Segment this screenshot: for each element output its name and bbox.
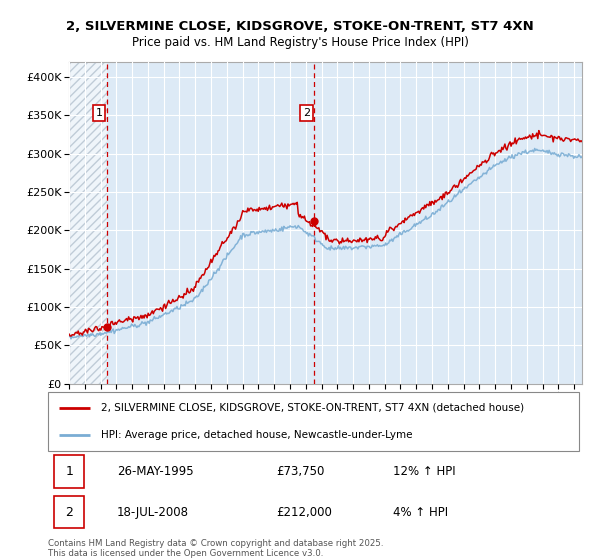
Text: 2: 2 [303, 108, 310, 118]
FancyBboxPatch shape [55, 455, 84, 488]
Text: £73,750: £73,750 [277, 465, 325, 478]
Text: 1: 1 [95, 108, 103, 118]
Text: HPI: Average price, detached house, Newcastle-under-Lyme: HPI: Average price, detached house, Newc… [101, 430, 413, 440]
Text: 4% ↑ HPI: 4% ↑ HPI [393, 506, 448, 519]
Text: 2: 2 [65, 506, 73, 519]
Text: 2, SILVERMINE CLOSE, KIDSGROVE, STOKE-ON-TRENT, ST7 4XN: 2, SILVERMINE CLOSE, KIDSGROVE, STOKE-ON… [66, 20, 534, 32]
FancyBboxPatch shape [48, 392, 579, 451]
Text: 18-JUL-2008: 18-JUL-2008 [117, 506, 189, 519]
Text: 26-MAY-1995: 26-MAY-1995 [117, 465, 194, 478]
Text: 1: 1 [65, 465, 73, 478]
Text: £212,000: £212,000 [277, 506, 332, 519]
Text: Price paid vs. HM Land Registry's House Price Index (HPI): Price paid vs. HM Land Registry's House … [131, 36, 469, 49]
Bar [69, 62, 107, 384]
FancyBboxPatch shape [55, 496, 84, 528]
Text: 2, SILVERMINE CLOSE, KIDSGROVE, STOKE-ON-TRENT, ST7 4XN (detached house): 2, SILVERMINE CLOSE, KIDSGROVE, STOKE-ON… [101, 403, 524, 413]
Text: Contains HM Land Registry data © Crown copyright and database right 2025.
This d: Contains HM Land Registry data © Crown c… [48, 539, 383, 558]
Text: 12% ↑ HPI: 12% ↑ HPI [393, 465, 456, 478]
